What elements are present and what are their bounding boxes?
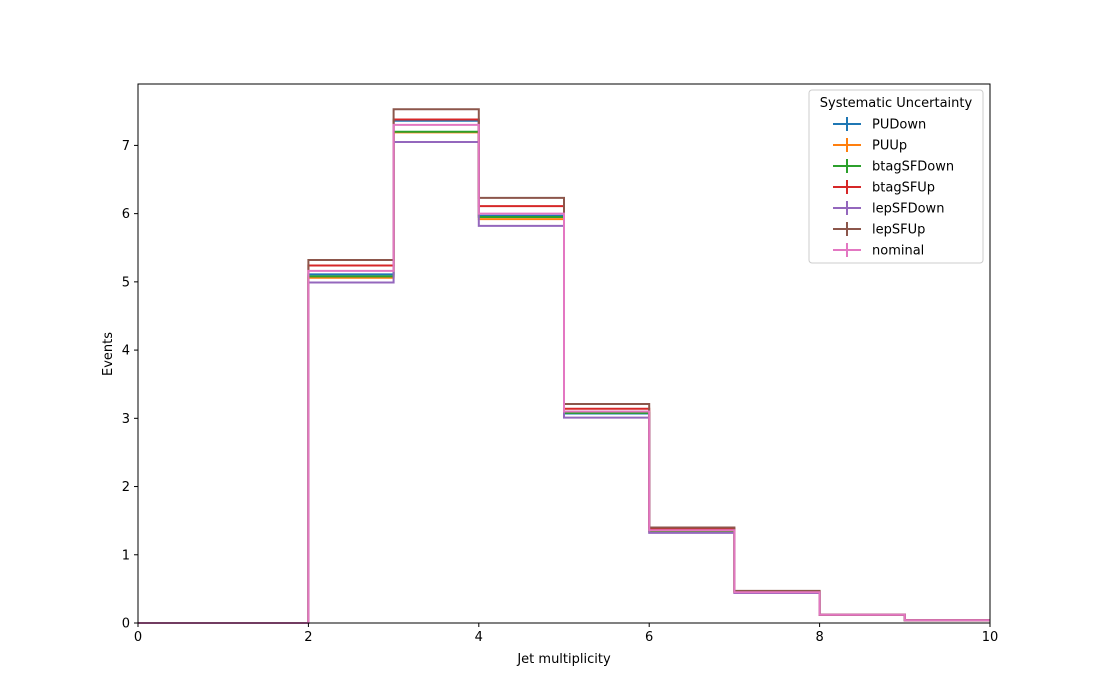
y-tick-label: 6 xyxy=(122,207,130,222)
legend-item-btagSFUp: btagSFUp xyxy=(833,180,935,196)
y-tick-label: 3 xyxy=(122,412,130,427)
axes-frame xyxy=(137,83,991,624)
legend-item-lepSFDown: lepSFDown xyxy=(833,201,944,217)
x-tick-label: 8 xyxy=(815,630,823,645)
legend-item-nominal: nominal xyxy=(833,243,924,259)
legend-label: PUUp xyxy=(872,139,907,154)
series-line-nominal xyxy=(138,123,990,624)
legend-title: Systematic Uncertainty xyxy=(820,96,973,111)
legend-label: lepSFDown xyxy=(872,202,944,217)
x-tick-label: 4 xyxy=(475,630,483,645)
x-tick-label: 2 xyxy=(304,630,312,645)
legend-entries: PUDown PUUp btagSFDown btagSFUp lepSFDown lep… xyxy=(833,117,954,259)
legend-label: btagSFUp xyxy=(872,181,935,196)
legend-label: PUDown xyxy=(872,118,926,133)
legend-item-PUUp: PUUp xyxy=(833,138,907,154)
legend-item-btagSFDown: btagSFDown xyxy=(833,159,954,175)
y-tick-label: 4 xyxy=(122,344,130,359)
y-axis-label: Events xyxy=(101,332,116,376)
axes-layer: 0 2 4 6 8 10 0 1 2 3 4 5 6 7 xyxy=(122,83,999,645)
legend-label: btagSFDown xyxy=(872,160,954,175)
x-tick-label: 0 xyxy=(134,630,142,645)
x-axis-label: Jet multiplicity xyxy=(516,652,611,667)
y-tick-label: 0 xyxy=(122,617,130,632)
y-tick-label: 1 xyxy=(122,548,130,563)
legend-item-PUDown: PUDown xyxy=(833,117,926,133)
y-tick-label: 2 xyxy=(122,480,130,495)
x-tick-label: 6 xyxy=(645,630,653,645)
legend-label: nominal xyxy=(872,244,924,259)
legend: Systematic Uncertainty PUDown PUUp btagSFD… xyxy=(808,89,984,264)
y-tick-label: 7 xyxy=(122,139,130,154)
legend-label: lepSFUp xyxy=(872,223,925,238)
series-layer xyxy=(138,108,990,624)
legend-box xyxy=(808,89,984,264)
legend-item-lepSFUp: lepSFUp xyxy=(833,222,925,238)
y-tick-label: 5 xyxy=(122,275,130,290)
x-tick-label: 10 xyxy=(982,630,999,645)
